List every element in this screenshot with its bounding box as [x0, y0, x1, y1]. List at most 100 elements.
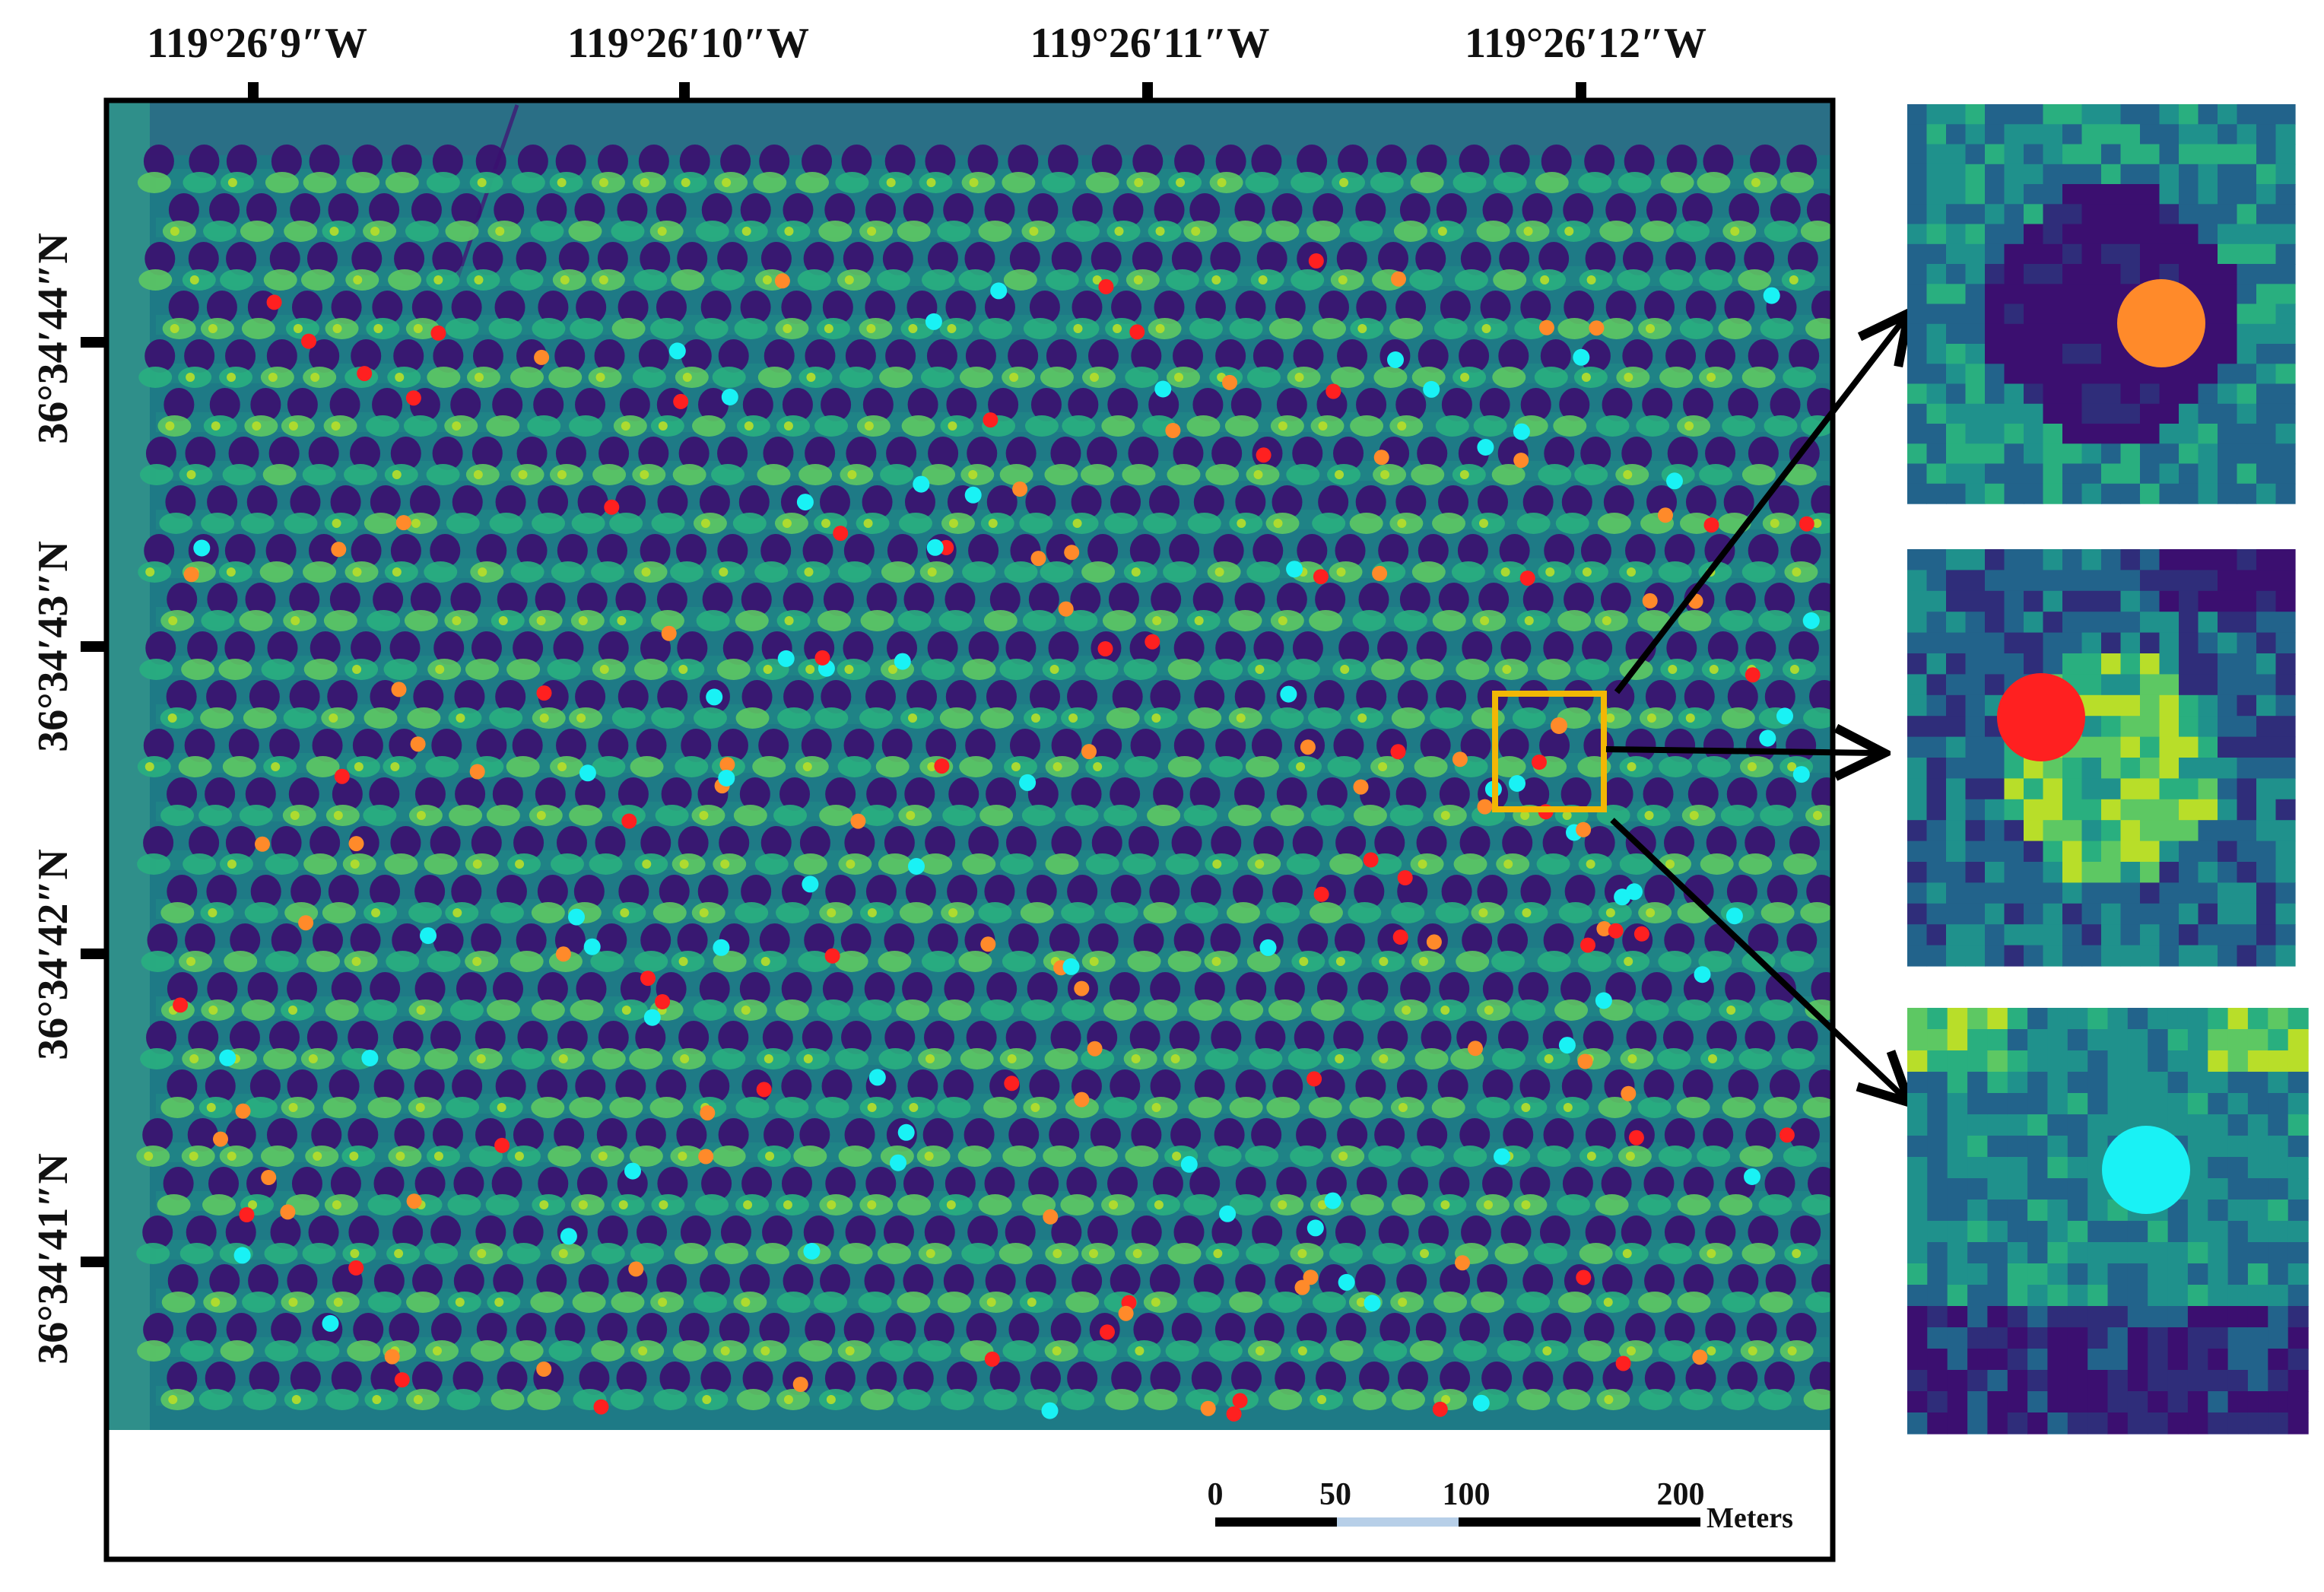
tree-canopy — [920, 367, 954, 388]
inset-pixel — [1985, 164, 2005, 185]
inset-pixel — [2081, 612, 2102, 634]
inset-pixel — [2218, 632, 2238, 654]
tree-highlight — [1646, 713, 1656, 723]
inset-pixel — [2004, 549, 2024, 570]
tree-canopy — [203, 221, 237, 242]
inset-pixel — [1947, 1093, 1968, 1115]
tree-canopy — [548, 367, 583, 388]
inset-pixel — [2047, 1263, 2068, 1285]
inset-pixel — [2047, 1370, 2068, 1392]
inset-pixel — [2107, 1349, 2129, 1371]
inset-pixel — [2043, 612, 2063, 634]
inset-pixel — [1907, 144, 1928, 165]
tree-shadow — [168, 291, 199, 324]
inset-pixel — [2127, 1008, 2148, 1030]
inset-pixel — [1926, 323, 1947, 345]
inset-pixel — [1947, 1306, 1968, 1328]
inset-pixel — [2004, 144, 2024, 165]
marker-orange — [1477, 799, 1493, 815]
marker-red — [1608, 923, 1624, 939]
marker-cyan — [926, 539, 944, 556]
inset-pixel — [2218, 653, 2238, 675]
tree-highlight — [186, 470, 196, 479]
tree-canopy — [1040, 367, 1074, 388]
tree-canopy — [592, 756, 626, 777]
inset-pixel — [2087, 1327, 2109, 1349]
inset-pixel — [2287, 1114, 2309, 1136]
tree-canopy — [921, 659, 955, 680]
tree-highlight — [1789, 275, 1799, 284]
tree-shadow — [1767, 875, 1798, 908]
inset-pixel — [2004, 924, 2024, 946]
inset-pixel — [1965, 164, 1986, 185]
tree-shadow — [1705, 1313, 1736, 1346]
marker-cyan — [322, 1314, 339, 1332]
tree-canopy — [961, 1243, 995, 1264]
tree-shadow — [1214, 1118, 1245, 1152]
tree-canopy — [1658, 951, 1692, 972]
tree-shadow — [1582, 631, 1613, 665]
tree-canopy — [445, 318, 479, 339]
tree-highlight — [821, 519, 831, 528]
inset-pixel — [2275, 164, 2296, 185]
tree-canopy — [1246, 951, 1281, 972]
tree-canopy — [1676, 1097, 1710, 1118]
inset-pixel — [1946, 144, 1967, 165]
tree-shadow — [1522, 583, 1554, 616]
tree-highlight — [1748, 1346, 1757, 1355]
inset-pixel — [1967, 1349, 1989, 1371]
tree-shadow — [943, 1069, 974, 1103]
tree-shadow — [389, 631, 421, 665]
inset-pixel — [1907, 1200, 1928, 1222]
inset-pixel — [2275, 383, 2296, 405]
inset-pixel — [2218, 424, 2238, 444]
inset-pixel — [2148, 1285, 2169, 1307]
marker-orange — [1538, 319, 1554, 335]
tree-highlight — [741, 227, 751, 236]
tree-canopy — [224, 951, 258, 972]
tree-canopy — [1411, 561, 1446, 583]
tree-highlight — [1151, 713, 1161, 723]
tree-shadow — [147, 923, 178, 957]
tree-shadow — [1129, 1021, 1160, 1054]
tree-shadow — [1462, 923, 1493, 957]
tree-shadow — [430, 826, 461, 860]
inset-pixel — [2256, 164, 2277, 185]
tree-shadow — [678, 437, 710, 470]
inset-pixel — [2140, 612, 2160, 634]
tree-highlight — [867, 908, 877, 917]
inset-pixel — [1985, 632, 2005, 654]
inset-pixel — [1946, 882, 1967, 904]
tree-canopy — [530, 1292, 564, 1313]
tree-highlight — [1625, 1152, 1635, 1161]
inset-pixel — [2275, 323, 2296, 345]
tree-shadow — [1461, 1215, 1492, 1249]
inset-pixel — [2081, 184, 2102, 205]
tree-canopy — [264, 1243, 298, 1264]
tree-shadow — [471, 826, 502, 860]
tree-shadow — [1705, 1215, 1736, 1249]
tree-shadow — [1274, 972, 1305, 1006]
tree-canopy — [653, 1389, 687, 1410]
tree-highlight — [476, 1054, 486, 1063]
tree-canopy — [260, 1146, 294, 1167]
tree-canopy — [570, 999, 604, 1021]
tree-shadow — [207, 583, 238, 616]
inset-pixel — [2287, 1136, 2309, 1158]
inset-pixel — [2027, 1029, 2049, 1051]
inset-pixel — [1967, 1221, 1989, 1243]
marker-cyan — [990, 282, 1008, 300]
marker-red — [1232, 1393, 1248, 1409]
tree-shadow — [330, 485, 361, 519]
inset-pixel — [2140, 164, 2160, 185]
inset-pixel — [2275, 344, 2296, 364]
tree-canopy — [1718, 318, 1752, 339]
tree-shadow — [1071, 485, 1102, 519]
inset-pixel — [2140, 820, 2160, 842]
marker-cyan — [1759, 729, 1776, 747]
tree-shadow — [884, 145, 916, 178]
marker-red — [1363, 852, 1379, 868]
tree-shadow — [1296, 1118, 1327, 1152]
tree-canopy — [1060, 1194, 1094, 1215]
tree-shadow — [1806, 875, 1831, 908]
